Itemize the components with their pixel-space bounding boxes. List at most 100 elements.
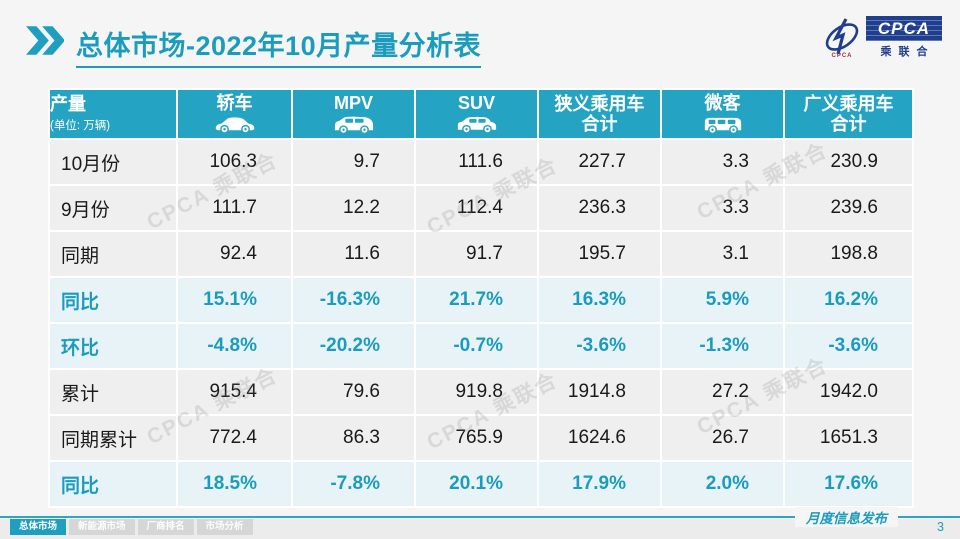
- column-label: 广义乘用车 合计: [803, 93, 894, 134]
- cell-value: 227.7: [537, 138, 662, 186]
- cell-value: 111.6: [414, 138, 539, 186]
- cell-value: 26.7: [660, 414, 785, 462]
- suv-icon: [417, 114, 536, 135]
- row-label: 同期累计: [48, 414, 178, 462]
- corner-label: 产量: [50, 94, 86, 115]
- footer-tab-1[interactable]: 总体市场: [10, 519, 67, 536]
- microvan-icon: [663, 114, 782, 135]
- cell-value: 765.9: [414, 414, 539, 462]
- cell-value: -3.6%: [537, 322, 662, 370]
- page-number: 3: [937, 520, 944, 534]
- table-row: 环比 -4.8% -20.2% -0.7% -3.6% -1.3% -3.6%: [48, 322, 914, 370]
- row-label: 环比: [48, 322, 178, 370]
- cell-value: 79.6: [291, 368, 416, 416]
- column-label: 轿车: [216, 92, 253, 113]
- logo-subtitle: 乘联合: [880, 46, 935, 58]
- cell-value: -4.8%: [176, 322, 293, 370]
- row-label: 10月份: [48, 138, 178, 186]
- cell-value: -3.6%: [783, 322, 914, 370]
- cell-value: 106.3: [176, 138, 293, 186]
- cell-value: 16.3%: [537, 276, 662, 324]
- table-row: 同比 15.1% -16.3% 21.7% 16.3% 5.9% 16.2%: [48, 276, 914, 324]
- cell-value: 198.8: [783, 230, 914, 278]
- title-bar: 总体市场-2022年10月产量分析表: [26, 24, 482, 68]
- footer-tab-4[interactable]: 市场分析: [196, 519, 253, 536]
- cell-value: 9.7: [291, 138, 416, 186]
- production-table: 产量 (单位: 万辆) 轿车 MPV SUV 狭义乘用车 合计 微客 广义乘用车 合计 1…: [48, 88, 914, 508]
- column-header: SUV: [414, 88, 539, 140]
- table-row: 同期累计 772.4 86.3 765.9 1624.6 26.7 1651.3: [48, 414, 914, 462]
- cell-value: 2.0%: [660, 460, 785, 508]
- cpca-logo: CPCA CPCA 乘联合: [821, 16, 942, 59]
- cell-value: -1.3%: [660, 322, 785, 370]
- cell-value: 195.7: [537, 230, 662, 278]
- table-row: 累计 915.4 79.6 919.8 1914.8 27.2 1942.0: [48, 368, 914, 416]
- double-chevron-icon: [26, 26, 65, 60]
- column-header: 狭义乘用车 合计: [537, 88, 662, 140]
- corner-header: 产量 (单位: 万辆): [48, 88, 178, 140]
- column-header: MPV: [291, 88, 416, 140]
- column-label: SUV: [457, 92, 495, 113]
- sedan-icon: [179, 114, 290, 135]
- cell-value: 92.4: [176, 230, 293, 278]
- cell-value: 112.4: [414, 184, 539, 232]
- footer-tab-2[interactable]: 新能源市场: [69, 519, 135, 536]
- table-body: 10月份 106.3 9.7 111.6 227.7 3.3 230.9 9月份 111.7 12…: [48, 138, 914, 508]
- column-header: 轿车: [176, 88, 293, 140]
- cell-value: -7.8%: [291, 460, 416, 508]
- cell-value: 1624.6: [537, 414, 662, 462]
- cell-value: 27.2: [660, 368, 785, 416]
- table-row: 9月份 111.7 12.2 112.4 236.3 3.3 239.6: [48, 184, 914, 232]
- logo-swoosh-icon: [825, 17, 859, 54]
- cell-value: 12.2: [291, 184, 416, 232]
- cell-value: 15.1%: [176, 276, 293, 324]
- table-row: 同期 92.4 11.6 91.7 195.7 3.1 198.8: [48, 230, 914, 278]
- cell-value: 3.1: [660, 230, 785, 278]
- footer-divider-line: [0, 516, 960, 518]
- cell-value: 17.6%: [783, 460, 914, 508]
- row-label: 累计: [48, 368, 178, 416]
- column-label: MPV: [333, 92, 373, 113]
- publication-label: 月度信息发布: [795, 507, 898, 527]
- cell-value: 16.2%: [783, 276, 914, 324]
- column-label: 狭义乘用车 合计: [554, 93, 645, 134]
- cell-value: 1914.8: [537, 368, 662, 416]
- footer-tabs: 总体市场 新能源市场 厂商排名 市场分析: [10, 519, 253, 536]
- cell-value: 21.7%: [414, 276, 539, 324]
- cell-value: 919.8: [414, 368, 539, 416]
- cell-value: 236.3: [537, 184, 662, 232]
- cell-value: 111.7: [176, 184, 293, 232]
- cell-value: 3.3: [660, 138, 785, 186]
- cell-value: -16.3%: [291, 276, 416, 324]
- cell-value: 230.9: [783, 138, 914, 186]
- cell-value: 17.9%: [537, 460, 662, 508]
- row-label: 同比: [48, 276, 178, 324]
- page-title: 总体市场-2022年10月产量分析表: [76, 24, 482, 68]
- cell-value: 772.4: [176, 414, 293, 462]
- cell-value: -0.7%: [414, 322, 539, 370]
- column-label: 微客: [704, 92, 741, 113]
- cell-value: 11.6: [291, 230, 416, 278]
- logo-text-block: CPCA 乘联合: [866, 16, 942, 59]
- column-header: 广义乘用车 合计: [783, 88, 914, 140]
- cell-value: 86.3: [291, 414, 416, 462]
- row-label: 同期: [48, 230, 178, 278]
- cell-value: 915.4: [176, 368, 293, 416]
- cell-value: 18.5%: [176, 460, 293, 508]
- mpv-icon: [294, 114, 413, 135]
- logo-swoosh: CPCA: [821, 17, 863, 59]
- table-row: 同比 18.5% -7.8% 20.1% 17.9% 2.0% 17.6%: [48, 460, 914, 508]
- row-label: 9月份: [48, 184, 178, 232]
- logo-swoosh-caption: CPCA: [831, 52, 853, 59]
- logo-name: CPCA: [877, 18, 931, 38]
- cell-value: 239.6: [783, 184, 914, 232]
- cell-value: -20.2%: [291, 322, 416, 370]
- table-row: 10月份 106.3 9.7 111.6 227.7 3.3 230.9: [48, 138, 914, 186]
- logo-box: CPCA: [866, 16, 942, 41]
- table-header-row: 产量 (单位: 万辆) 轿车 MPV SUV 狭义乘用车 合计 微客 广义乘用车 合计: [48, 88, 914, 140]
- cell-value: 5.9%: [660, 276, 785, 324]
- cell-value: 91.7: [414, 230, 539, 278]
- footer-tab-3[interactable]: 厂商排名: [137, 519, 194, 536]
- cell-value: 1651.3: [783, 414, 914, 462]
